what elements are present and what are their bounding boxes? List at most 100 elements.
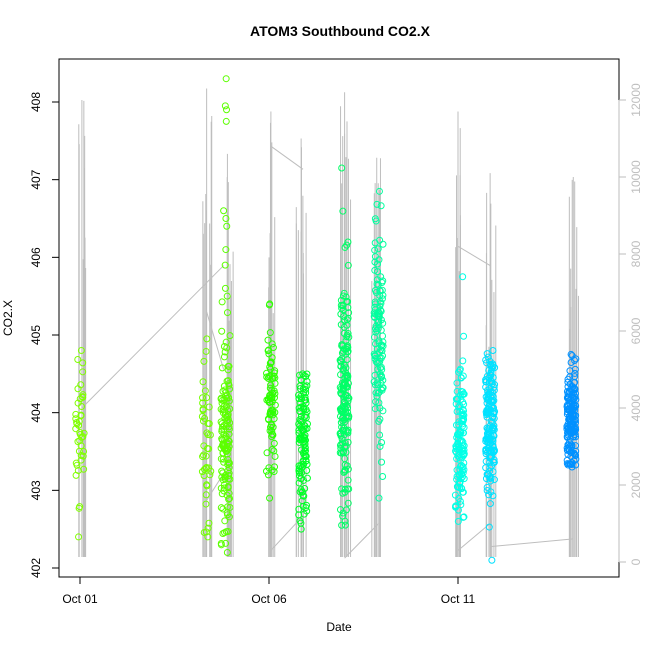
data-point (374, 318, 382, 326)
data-point (295, 426, 303, 434)
data-point (459, 463, 467, 471)
data-point (566, 460, 574, 468)
data-point (341, 404, 349, 412)
data-point (337, 390, 345, 398)
data-point (459, 488, 467, 496)
data-point (459, 452, 467, 460)
data-point (568, 400, 576, 408)
data-point (265, 373, 273, 381)
data-point (218, 327, 226, 335)
data-point (220, 353, 228, 361)
data-point (487, 488, 495, 496)
data-point (343, 355, 351, 363)
data-point (456, 444, 464, 452)
data-point (297, 395, 305, 403)
data-point-outlier (220, 207, 228, 215)
data-point (371, 405, 379, 413)
data-point (199, 399, 207, 407)
data-point (490, 422, 498, 430)
data-point (569, 383, 577, 391)
x-tick-label: Oct 06 (251, 592, 287, 606)
data-point (76, 428, 84, 436)
data-point (485, 374, 493, 382)
data-point (202, 528, 210, 536)
data-point (296, 435, 304, 443)
data-point (564, 390, 572, 398)
data-point (344, 347, 352, 355)
x-tick-label: Oct 11 (441, 592, 476, 606)
data-point (205, 519, 213, 527)
data-point (223, 548, 231, 556)
scatter-points (72, 75, 580, 564)
data-point (337, 406, 345, 414)
data-point (264, 471, 272, 479)
data-point (202, 500, 210, 508)
data-point (374, 381, 382, 389)
data-point (267, 381, 275, 389)
data-point (379, 376, 387, 384)
data-point (460, 459, 468, 467)
data-point (77, 451, 85, 459)
secondary-connector (206, 311, 225, 370)
data-point (202, 491, 210, 499)
data-point (455, 453, 463, 461)
data-point (77, 347, 85, 355)
data-point (222, 528, 230, 536)
data-point (376, 236, 384, 244)
data-point (371, 381, 379, 389)
data-point (370, 309, 378, 317)
data-point (201, 414, 209, 422)
data-point (566, 373, 574, 381)
data-point (266, 394, 274, 402)
data-point (570, 449, 578, 457)
data-point (459, 415, 467, 423)
data-point (454, 483, 462, 491)
data-point (224, 483, 232, 491)
data-point (376, 431, 384, 439)
data-point (344, 499, 352, 507)
data-point (295, 404, 303, 412)
data-point (563, 446, 571, 454)
data-point (375, 399, 383, 407)
data-point (460, 411, 468, 419)
data-point (459, 372, 467, 380)
data-point (303, 420, 311, 428)
data-point (202, 347, 210, 355)
data-point (345, 394, 353, 402)
y2-tick-label: 8000 (629, 240, 643, 267)
secondary-connector (270, 515, 304, 551)
data-point (374, 245, 382, 253)
data-point (490, 408, 498, 416)
data-point-outlier (222, 117, 230, 125)
data-point (452, 400, 460, 408)
data-point (375, 318, 383, 326)
data-point (203, 394, 211, 402)
data-point (207, 467, 215, 475)
data-point (342, 345, 350, 353)
data-point (377, 354, 385, 362)
data-point (489, 443, 497, 451)
data-point (341, 381, 349, 389)
data-point (343, 297, 351, 305)
data-point (336, 356, 344, 364)
data-point (75, 447, 83, 455)
data-point (225, 385, 233, 393)
data-point (378, 458, 386, 466)
data-point (217, 541, 225, 549)
data-point (302, 504, 310, 512)
data-point (79, 359, 87, 367)
y-tick-label: 407 (29, 169, 43, 189)
data-point (373, 200, 381, 208)
secondary-connector (457, 523, 491, 551)
secondary-connector (81, 265, 224, 409)
data-point (226, 503, 234, 511)
data-point (457, 429, 465, 437)
data-point (453, 379, 461, 387)
data-point (485, 404, 493, 412)
data-point (268, 446, 276, 454)
data-point (268, 340, 276, 348)
data-point (458, 422, 466, 430)
data-point (75, 504, 83, 512)
data-point (336, 405, 344, 413)
data-point (223, 491, 231, 499)
